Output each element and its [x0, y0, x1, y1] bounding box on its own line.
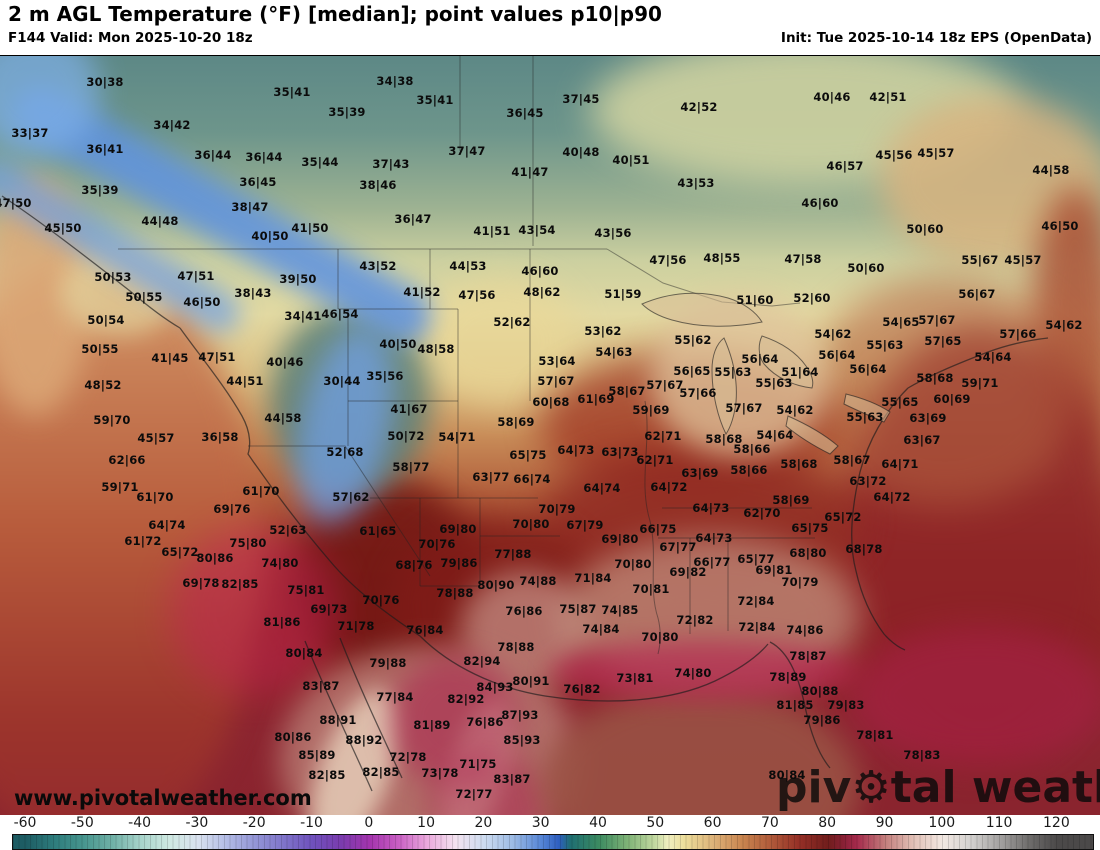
- colorbar-tick: -10: [300, 815, 323, 831]
- colorbar-tick: -30: [185, 815, 209, 831]
- colorbar-tick: 20: [474, 815, 493, 831]
- colorbar-tick: -20: [242, 815, 266, 831]
- great-lakes: [641, 292, 891, 455]
- colorbar-tick: 40: [589, 815, 607, 831]
- colorbar-tick: 120: [1043, 815, 1070, 831]
- colorbar-tick: -50: [70, 815, 94, 831]
- init-time-label: Init: Tue 2025-10-14 18z EPS (OpenData): [780, 30, 1092, 46]
- colorbar-tick: 30: [531, 815, 550, 831]
- colorbar-tick: 0: [364, 815, 374, 831]
- state-borders: [118, 56, 815, 655]
- temperature-map: www.pivotalweather.com piv⚙tal weather: [0, 55, 1100, 816]
- valid-time-label: F144 Valid: Mon 2025-10-20 18z: [8, 30, 253, 46]
- brand-text-post: tal weather: [890, 762, 1100, 813]
- colorbar-tick: -60: [13, 815, 37, 831]
- colorbar-tick: 90: [875, 815, 894, 831]
- colorbar-tick: 100: [928, 815, 956, 831]
- watermark-url: www.pivotalweather.com: [14, 786, 312, 810]
- shading-southwest-crimson: [170, 526, 340, 696]
- map-borders: [1, 56, 1049, 792]
- watermark-brand: piv⚙tal weather: [776, 762, 1100, 813]
- shading-appalachia: [810, 276, 1080, 506]
- map-title: 2 m AGL Temperature (°F) [median]; point…: [8, 2, 662, 26]
- colorbar-tick: 110: [985, 815, 1013, 831]
- header: 2 m AGL Temperature (°F) [median]; point…: [0, 0, 1100, 55]
- colorbar-gradient: [12, 834, 1094, 850]
- coastlines: [1, 195, 1049, 792]
- shading-mexico-crimson: [390, 656, 520, 786]
- shading-plains-pale: [420, 276, 580, 406]
- colorbar-tick: 60: [703, 815, 722, 831]
- gear-icon: ⚙: [851, 762, 891, 813]
- brand-text-pre: piv: [776, 762, 852, 813]
- colorbar-tick: 50: [646, 815, 665, 831]
- colorbar-tick: 10: [417, 815, 436, 831]
- shading-gulf-crimson: [550, 641, 860, 701]
- shading-gulfstream-crimson: [850, 626, 1100, 766]
- colorbar-tick: 70: [760, 815, 779, 831]
- colorbar: -60 -50 -40 -30 -20 -10 0 10 20 30 40 50 60 70 80 90 100…: [0, 815, 1100, 850]
- colorbar-tick: 80: [818, 815, 837, 831]
- colorbar-tick: -40: [128, 815, 152, 831]
